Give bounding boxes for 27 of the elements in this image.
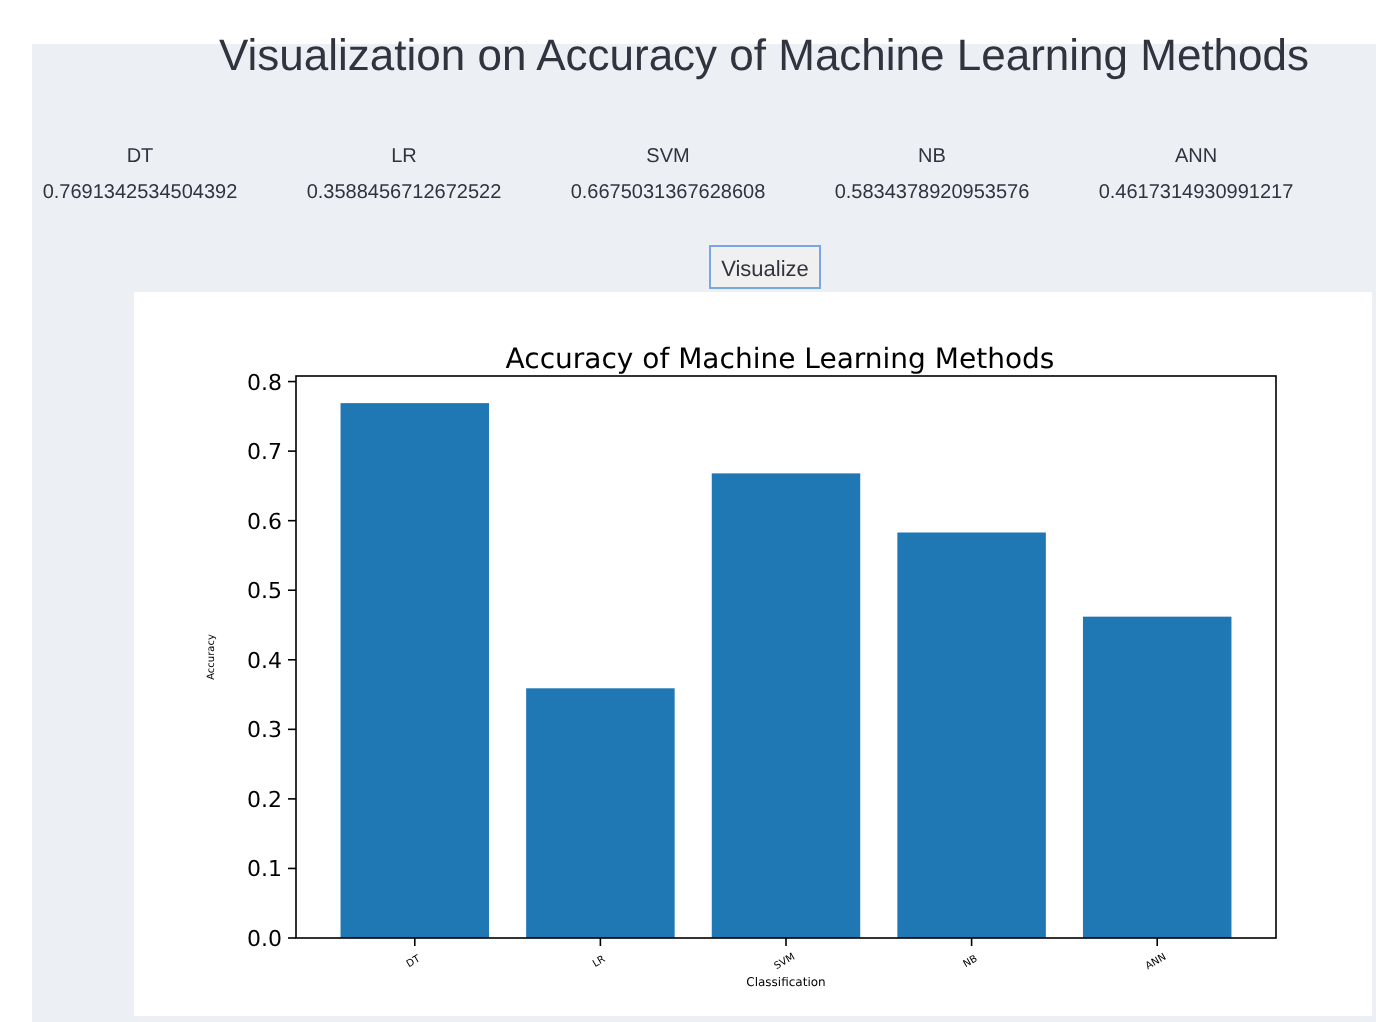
y-tick-label: 0.4 [247, 647, 282, 674]
text: 0.4617314930991217 [1098, 182, 1295, 204]
y-tick-label: 0.6 [247, 508, 282, 535]
text: 0.5834378920953576 [834, 182, 1031, 204]
bar [897, 532, 1046, 938]
y-tick-label: 0.5 [247, 578, 282, 605]
text: Visualize [721, 258, 809, 282]
y-tick-label: 0.2 [247, 786, 282, 813]
text: NB [918, 146, 947, 168]
text: ANN [1174, 146, 1218, 168]
y-tick-label: 0.1 [247, 856, 282, 883]
y-tick-label: 0.0 [247, 926, 282, 952]
y-tick-label: 0.8 [247, 369, 282, 396]
text: LR [391, 146, 417, 168]
text: 0.3588456712672522 [306, 182, 503, 204]
chart-title: Accuracy of Machine Learning Methods [505, 344, 1055, 376]
bar [526, 688, 675, 938]
bar [1082, 616, 1232, 938]
y-tick-label: 0.3 [247, 717, 282, 744]
bar [340, 403, 490, 938]
text: 0.7691342534504392 [42, 182, 239, 204]
bar [711, 473, 861, 938]
y-tick-label: 0.7 [247, 439, 282, 466]
text: SVM [646, 146, 690, 168]
text: Visualization on Accuracy of Machine Learning Methods [218, 30, 1310, 80]
text: DT [126, 146, 154, 168]
text: 0.6675031367628608 [570, 182, 767, 204]
